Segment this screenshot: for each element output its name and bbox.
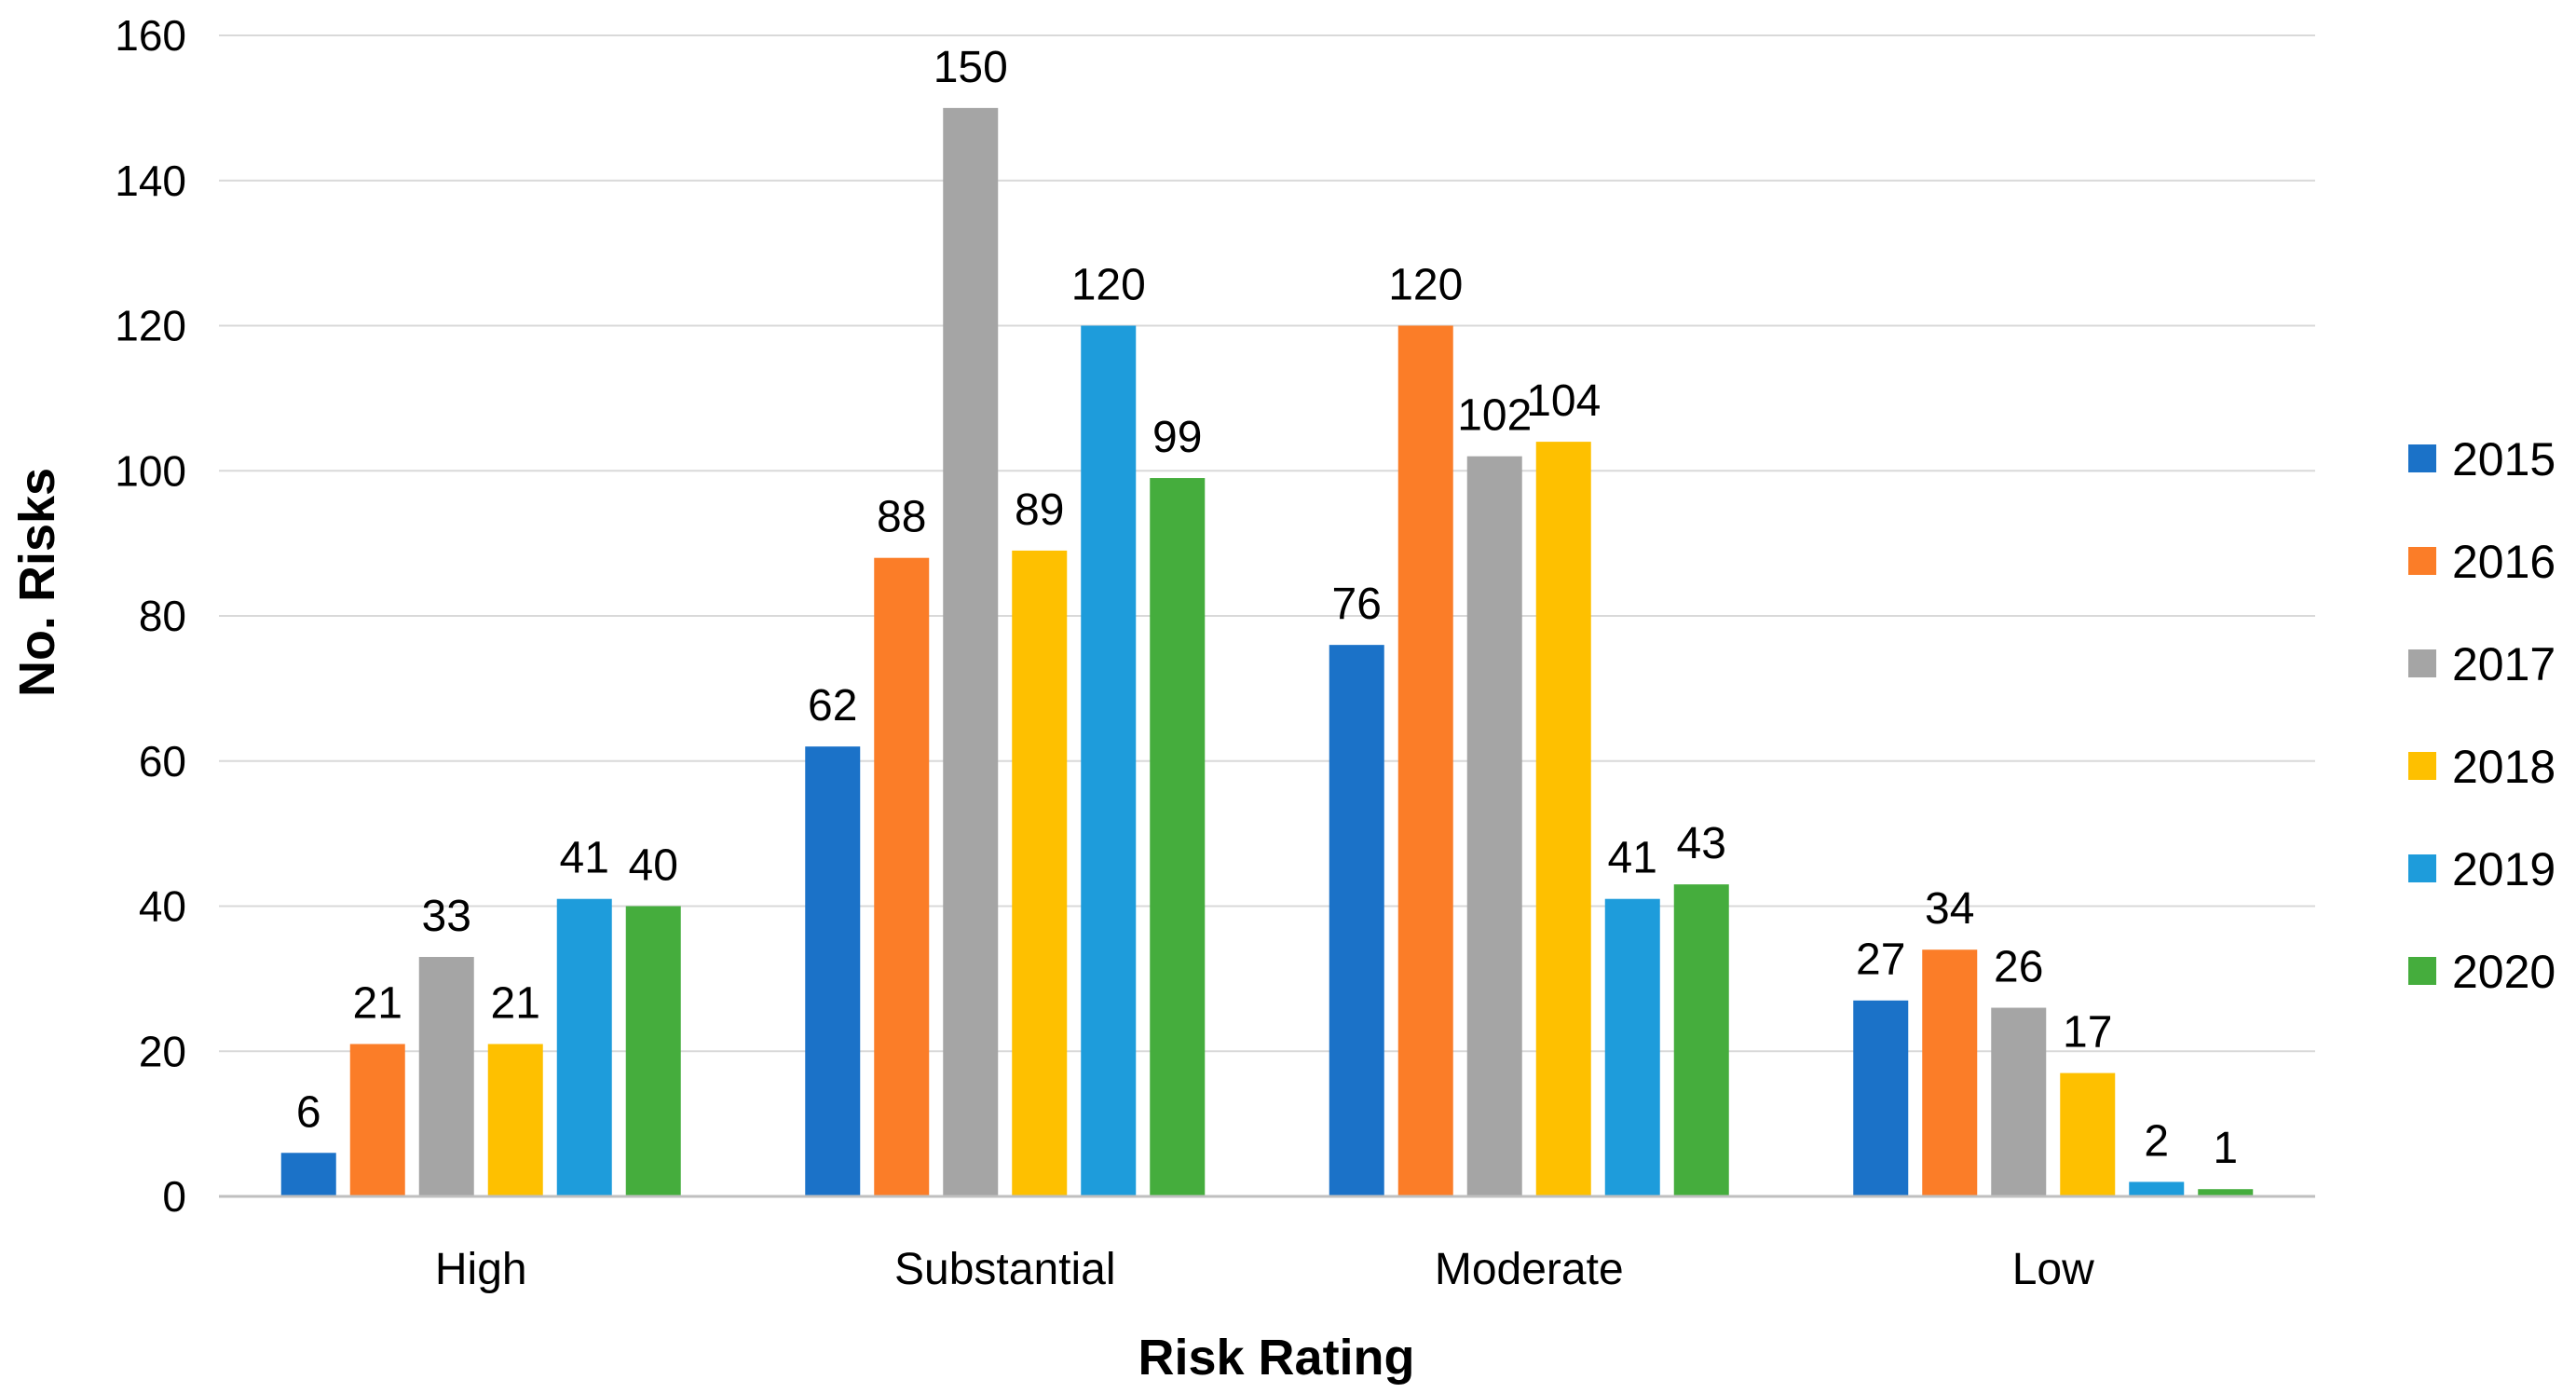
bar-2017-high [418,957,474,1196]
legend-swatch [2408,444,2436,472]
y-tick-label: 100 [115,446,186,495]
y-tick-label: 20 [139,1027,186,1075]
x-axis-categories: High Substantial Moderate Low [435,1245,2094,1294]
bar-2016-moderate [1397,325,1453,1196]
x-tick-label: Low [2012,1245,2094,1294]
data-label: 27 [1856,935,1905,985]
x-axis-title: Risk Rating [1138,1330,1414,1386]
bar-2017-moderate [1466,456,1522,1196]
data-label: 41 [1608,834,1657,883]
legend-swatch [2408,547,2436,575]
legend: 2015 2016 2017 2018 2019 2020 [2408,433,2556,998]
data-label: 17 [2063,1008,2112,1058]
data-label: 43 [1677,819,1726,868]
data-label: 89 [1015,485,1064,535]
legend-label: 2015 [2452,433,2556,485]
data-label: 21 [353,978,402,1028]
y-axis-title: No. Risks [9,468,65,697]
bar-2016-substantial [874,557,930,1196]
x-tick-label: High [435,1245,527,1294]
bar-2020-low [2198,1189,2254,1196]
legend-label: 2017 [2452,638,2556,690]
data-label: 88 [877,493,926,542]
data-label: 150 [934,43,1008,92]
legend-swatch [2408,854,2436,882]
x-tick-label: Moderate [1435,1245,1624,1294]
bar-2019-low [2129,1181,2185,1196]
bar-2018-low [2060,1072,2116,1196]
bar-2020-moderate [1673,884,1729,1196]
legend-label: 2018 [2452,741,2556,793]
data-label: 34 [1925,884,1974,934]
data-label: 62 [808,681,857,731]
bar-2015-high [280,1153,336,1196]
bar-2015-low [1853,1000,1909,1196]
y-tick-label: 80 [139,592,186,640]
bars [280,107,2254,1197]
bar-2020-high [625,906,681,1196]
y-axis-ticks: 0 20 40 60 80 100 120 140 160 [115,11,186,1221]
bar-2020-substantial [1150,478,1206,1196]
data-label: 104 [1526,376,1601,426]
bar-2016-low [1922,949,1978,1196]
bar-2019-moderate [1604,898,1660,1196]
y-tick-label: 60 [139,737,186,785]
bar-2017-substantial [943,107,999,1196]
data-label: 33 [422,892,471,941]
data-label: 26 [1994,943,2043,992]
bar-2015-moderate [1329,645,1384,1196]
data-label: 6 [296,1087,321,1137]
legend-label: 2019 [2452,843,2556,895]
bar-2019-substantial [1081,325,1137,1196]
y-tick-label: 0 [162,1172,186,1221]
legend-swatch [2408,957,2436,985]
data-label: 99 [1152,413,1202,462]
y-tick-label: 140 [115,157,186,205]
bar-2017-low [1991,1007,2047,1196]
bar-2018-high [487,1044,543,1196]
data-label: 102 [1457,391,1532,441]
legend-swatch [2408,752,2436,780]
y-tick-label: 160 [115,11,186,60]
bar-2016-high [349,1044,405,1196]
data-label: 40 [629,841,678,891]
bar-2019-high [556,898,612,1196]
data-label: 21 [491,978,540,1028]
y-tick-label: 40 [139,882,186,931]
data-label: 2 [2144,1116,2169,1166]
gridlines [219,34,2315,1053]
legend-swatch [2408,649,2436,677]
y-tick-label: 120 [115,302,186,350]
bar-2015-substantial [805,746,861,1196]
data-label: 120 [1388,261,1463,310]
data-label: 41 [560,834,609,883]
legend-label: 2016 [2452,536,2556,588]
x-tick-label: Substantial [894,1245,1116,1294]
data-label: 1 [2213,1124,2238,1173]
data-label: 120 [1071,261,1146,310]
legend-label: 2020 [2452,946,2556,998]
bar-2018-substantial [1012,550,1068,1196]
bar-2018-moderate [1535,442,1591,1197]
data-label: 76 [1332,580,1382,629]
